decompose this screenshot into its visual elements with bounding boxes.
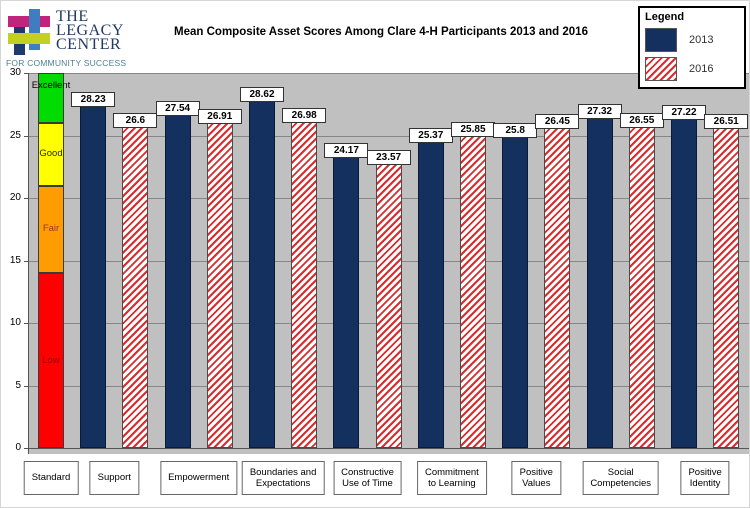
logo-line-1: THE: [56, 8, 89, 25]
y-axis-line: [28, 73, 29, 454]
value-label-2016-positive-identity: 26.51: [704, 113, 749, 129]
category-box-constructive-use-of-time: Constructive Use of Time: [333, 461, 402, 495]
bar-2016-commitment-to-learning: [460, 124, 486, 448]
category-box-positive-values: Positive Values: [511, 461, 561, 495]
y-tick-label-15: 15: [9, 254, 21, 266]
logo-weave-icon: [8, 9, 54, 57]
value-label-2016-commitment-to-learning: 25.85: [451, 121, 495, 137]
standard-band-fair: [38, 185, 64, 273]
y-tick-25: [24, 135, 29, 137]
y-tick-30: [24, 73, 29, 74]
gridline-30: [29, 73, 749, 74]
plot-area: Low Fair Good Excellent 28.23 26.6 27.54 26.91 2…: [29, 73, 749, 454]
standard-band-good: [38, 123, 64, 186]
y-tick-label-5: 5: [15, 379, 21, 391]
bar-2013-social-competencies: [586, 106, 613, 448]
bar-2013-empowerment: [164, 103, 191, 448]
y-tick-label-10: 10: [9, 317, 21, 328]
value-label-2013-boundaries-and-expectations: 28.62: [240, 87, 284, 103]
legend-label-2013: 2013: [689, 34, 714, 46]
logo-line-3: CENTER: [56, 36, 122, 53]
bar-2016-positive-identity: [713, 116, 740, 448]
y-tick-20: [24, 198, 29, 199]
logo-green-bar-icon: [8, 33, 50, 44]
category-box-standard: Standard: [23, 461, 79, 495]
value-label-2013-empowerment: 27.54: [155, 100, 200, 116]
value-label-2013-positive-identity: 27.22: [662, 104, 706, 120]
standard-band-excellent: [38, 73, 64, 123]
legend-label-2016: 2016: [689, 63, 714, 75]
gridline-25: [29, 135, 749, 137]
value-label-2013-constructive-use-of-time: 24.17: [324, 142, 369, 158]
logo-line-2: LEGACY: [56, 22, 124, 39]
y-tick-label-0: 0: [15, 442, 21, 453]
logo-wordmark: THE LEGACY CENTER: [56, 8, 124, 53]
value-label-2013-support: 28.23: [71, 92, 116, 108]
bar-2016-empowerment: [206, 111, 233, 448]
bar-2013-constructive-use-of-time: [333, 145, 360, 448]
value-label-2016-support: 26.6: [113, 112, 158, 128]
y-tick-10: [24, 323, 29, 324]
standard-band-low: [38, 273, 64, 448]
bar-2013-positive-identity: [671, 107, 697, 448]
category-box-support: Support: [89, 461, 139, 495]
bar-2016-support: [122, 115, 149, 448]
bar-2016-social-competencies: [628, 116, 655, 448]
value-label-2016-empowerment: 26.91: [197, 108, 242, 124]
legend-item-2013: 2013: [645, 28, 739, 52]
category-box-boundaries-and-expectations: Boundaries and Expectations: [241, 461, 325, 495]
category-box-positive-identity: Positive Identity: [680, 461, 730, 495]
chart-title: Mean Composite Asset Scores Among Clare …: [174, 26, 588, 38]
legacy-center-logo: THE LEGACY CENTER FOR COMMUNITY SUCCESS: [6, 6, 127, 69]
value-label-2016-constructive-use-of-time: 23.57: [366, 150, 411, 166]
category-box-social-competencies: Social Competencies: [582, 461, 660, 495]
logo-blue-bar-icon: [29, 9, 40, 50]
legend-swatch-2013-icon: [645, 28, 677, 52]
x-axis-line: [29, 448, 749, 449]
bar-2013-support: [80, 95, 107, 448]
bar-2016-positive-values: [544, 117, 571, 448]
value-label-2016-boundaries-and-expectations: 26.98: [282, 107, 327, 123]
y-tick-label-20: 20: [9, 192, 21, 203]
bar-2013-commitment-to-learning: [417, 130, 444, 448]
y-tick-label-30: 30: [9, 67, 21, 78]
legend-title: Legend: [645, 11, 685, 23]
value-label-2016-positive-values: 26.45: [535, 114, 580, 130]
value-label-2013-positive-values: 25.8: [493, 122, 538, 138]
y-tick-0: [24, 448, 29, 449]
value-label-2013-social-competencies: 27.32: [577, 103, 622, 119]
bar-2016-constructive-use-of-time: [375, 153, 402, 448]
category-box-commitment-to-learning: Commitment to Learning: [416, 461, 487, 495]
legend-item-2016: 2016: [645, 57, 739, 81]
y-tick-label-25: 25: [9, 129, 21, 141]
bar-2016-boundaries-and-expectations: [291, 110, 318, 448]
logo-tagline: FOR COMMUNITY SUCCESS: [6, 58, 127, 68]
value-label-2016-social-competencies: 26.55: [619, 113, 664, 129]
legend: Legend 2013 2016: [638, 6, 746, 89]
y-tick-15: [24, 260, 29, 262]
legend-swatch-2016-icon: [645, 57, 677, 81]
category-box-empowerment: Empowerment: [160, 461, 238, 495]
bar-2013-boundaries-and-expectations: [249, 90, 275, 448]
bar-2013-positive-values: [502, 125, 529, 448]
y-tick-5: [24, 385, 29, 387]
value-label-2013-commitment-to-learning: 25.37: [408, 127, 453, 143]
